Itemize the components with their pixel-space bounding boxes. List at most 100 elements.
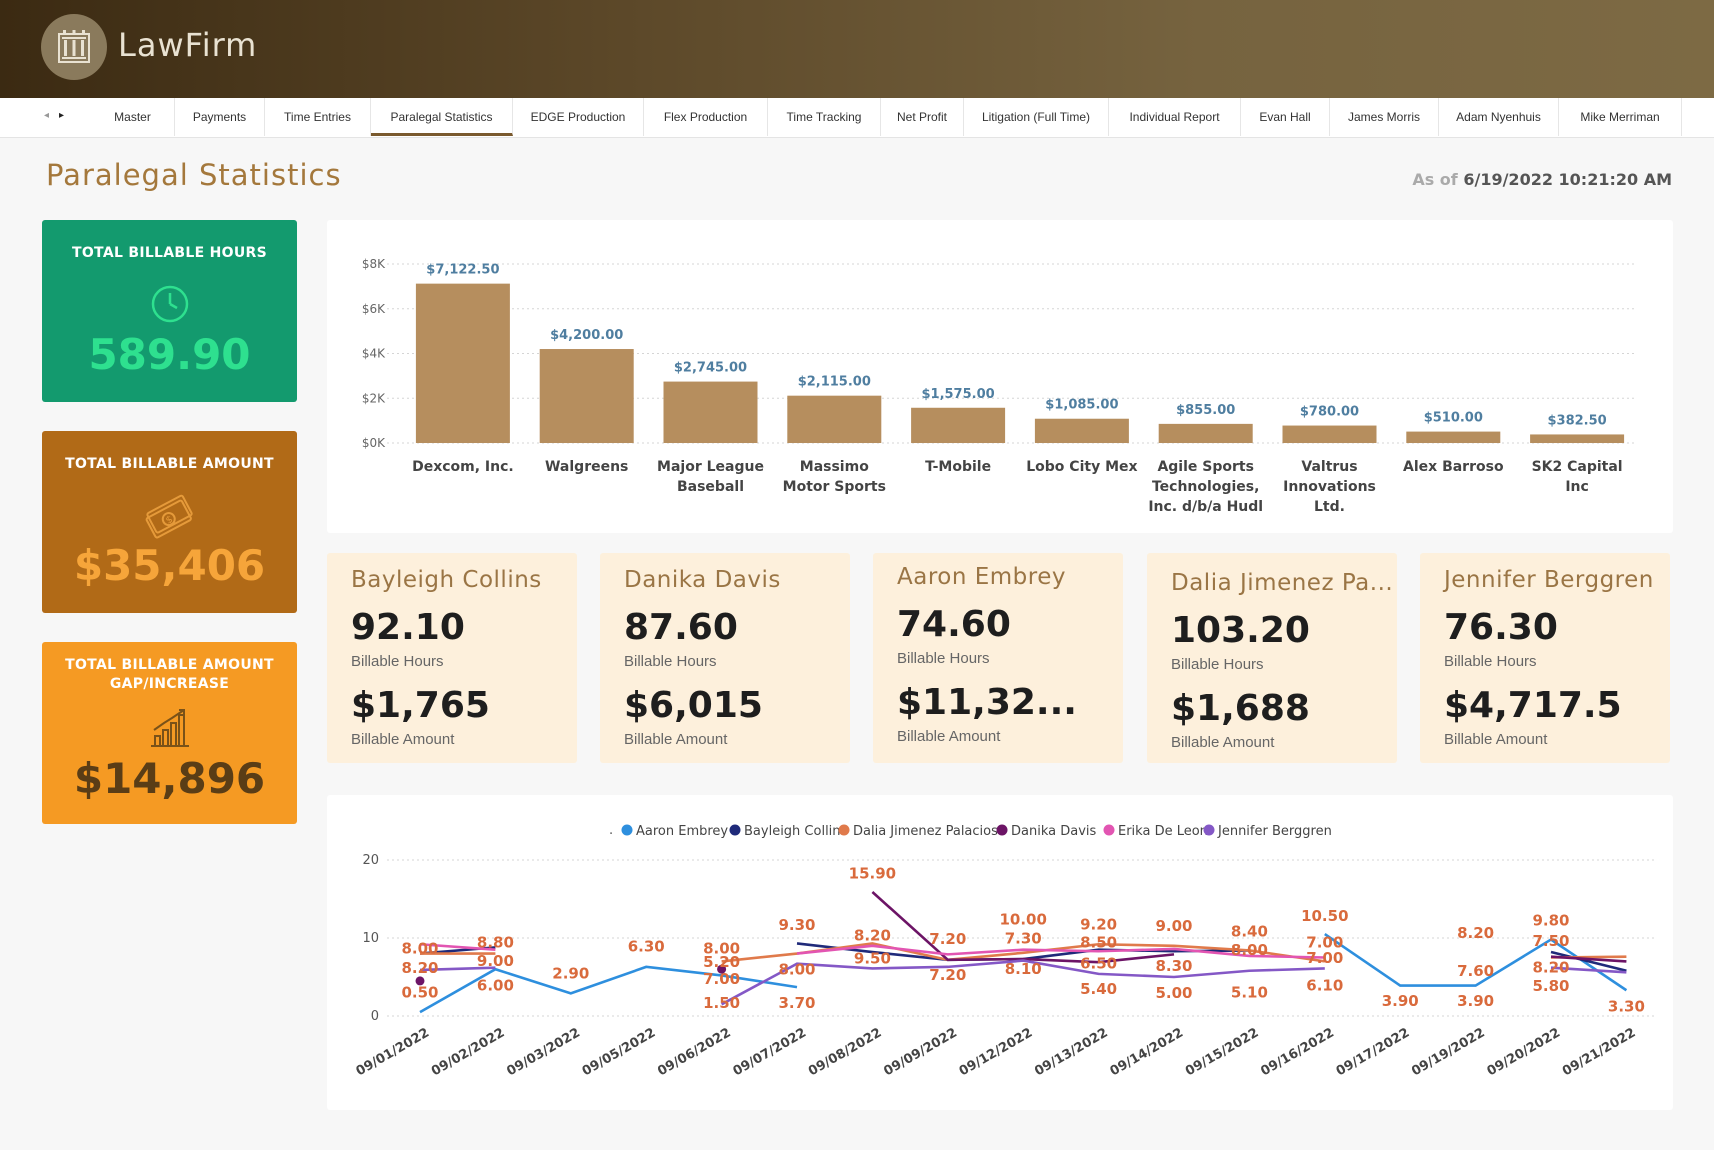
tab-time-entries[interactable]: Time Entries [265, 98, 371, 136]
line-data-label: 6.00 [477, 976, 514, 994]
bar[interactable] [539, 349, 634, 443]
paralegal-hours: 92.10 [351, 607, 465, 648]
paralegal-name: Bayleigh Collins [351, 567, 542, 593]
category-label: Technologies, [1152, 479, 1259, 495]
paralegal-name: Dalia Jimenez Pa... [1171, 570, 1394, 596]
bar[interactable] [663, 381, 758, 443]
line-data-label: 8.10 [1005, 960, 1042, 978]
x-tick-label: 09/02/2022 [429, 1025, 507, 1079]
bar[interactable] [1034, 418, 1129, 443]
line-data-label: 8.20 [1457, 924, 1494, 942]
kpi-amount-value: $35,406 [73, 541, 266, 590]
line-data-label: 7.30 [1005, 929, 1042, 947]
billable-hours-label: Billable Hours [1444, 653, 1537, 670]
client-billing-bar-chart: $0K $2K $4K $6K $8K $7,122.50 Dexcom, Inc. $4,2… [327, 220, 1673, 533]
series-line[interactable] [871, 891, 1175, 964]
category-label: Baseball [677, 479, 744, 495]
bar[interactable] [1282, 425, 1377, 443]
series-point[interactable] [717, 964, 727, 974]
line-data-label: 8.00 [703, 940, 740, 958]
line-data-label: 7.60 [1457, 962, 1494, 980]
billable-amount-label: Billable Amount [351, 731, 455, 748]
category-label: Dexcom, Inc. [412, 459, 514, 475]
svg-text:$: $ [164, 514, 175, 527]
category-label: Ltd. [1314, 499, 1345, 515]
line-data-label: 3.70 [778, 994, 815, 1012]
billable-hours-label: Billable Hours [351, 653, 444, 670]
tab-paralegal-statistics[interactable]: Paralegal Statistics [371, 98, 513, 136]
line-data-label: 15.90 [849, 865, 896, 883]
line-data-label: 6.30 [628, 937, 665, 955]
paralegal-card: Aaron Embrey 74.60 Billable Hours $11,32...… [873, 553, 1123, 763]
legend-entry[interactable]: Danika Davis [1011, 824, 1097, 839]
tab-payments[interactable]: Payments [175, 98, 265, 136]
paralegal-amount: $11,32... [897, 682, 1077, 723]
tab-mike-merriman[interactable]: Mike Merriman [1559, 98, 1682, 136]
tab-flex-production[interactable]: Flex Production [644, 98, 768, 136]
bar[interactable] [787, 395, 882, 443]
line-data-label: 9.00 [1155, 917, 1192, 935]
bar[interactable] [911, 407, 1006, 443]
billable-amount-label: Billable Amount [1171, 734, 1275, 751]
x-tick-label: 09/13/2022 [1032, 1025, 1110, 1079]
legend-entry[interactable]: Erika De Leon [1118, 824, 1208, 839]
category-label: Innovations [1283, 479, 1376, 495]
y-tick-label: $4K [362, 347, 386, 361]
category-label: Motor Sports [783, 479, 886, 495]
line-data-label: 9.20 [1080, 915, 1117, 933]
tab-master[interactable]: Master [91, 98, 175, 136]
series-line[interactable] [419, 965, 798, 1014]
line-data-label: 0.50 [401, 983, 438, 1001]
category-label: Valtrus [1301, 459, 1357, 475]
legend-dot [621, 824, 633, 836]
category-label: T-Mobile [925, 459, 991, 475]
paralegal-name: Jennifer Berggren [1444, 567, 1654, 593]
legend-entry[interactable]: Dalia Jimenez Palacios [853, 824, 998, 839]
tab-scroll-right-icon[interactable]: ▸ [59, 110, 65, 121]
bar[interactable] [415, 283, 510, 443]
line-data-label: 8.20 [854, 926, 891, 944]
legend-entry[interactable]: Jennifer Berggren [1217, 824, 1332, 839]
bar-data-label: $1,575.00 [921, 387, 994, 402]
line-data-label: 7.50 [1532, 932, 1569, 950]
tab-edge-production[interactable]: EDGE Production [513, 98, 644, 136]
tab-individual-report[interactable]: Individual Report [1109, 98, 1241, 136]
bar-data-label: $855.00 [1176, 403, 1235, 418]
bar[interactable] [1158, 423, 1253, 443]
series-line[interactable] [1550, 966, 1627, 974]
paralegal-amount: $1,688 [1171, 688, 1310, 729]
y-tick-label: $2K [362, 391, 386, 405]
tab-adam-nyenhuis[interactable]: Adam Nyenhuis [1439, 98, 1559, 136]
line-data-label: 5.00 [1155, 984, 1192, 1002]
series-line[interactable] [1550, 955, 1627, 963]
bar-data-label: $780.00 [1300, 405, 1359, 420]
daily-hours-line-chart: . Aaron Embrey Bayleigh Collins Dalia Jimen… [327, 795, 1673, 1110]
line-data-label: 9.50 [854, 950, 891, 968]
bar-data-label: $510.00 [1424, 411, 1483, 426]
kpi-gap-label-line2: GAP/INCREASE [109, 676, 230, 692]
tab-scroll-left-icon[interactable]: ◂ [44, 110, 50, 121]
tab-james-morris[interactable]: James Morris [1330, 98, 1439, 136]
tab-litigation-full-time[interactable]: Litigation (Full Time) [964, 98, 1109, 136]
line-data-label: 9.00 [477, 952, 514, 970]
billable-hours-label: Billable Hours [897, 650, 990, 667]
series-line[interactable] [1550, 950, 1627, 973]
tab-time-tracking[interactable]: Time Tracking [768, 98, 881, 136]
series-line[interactable] [419, 942, 496, 951]
series-line[interactable] [419, 966, 496, 972]
series-line[interactable] [720, 959, 1325, 1006]
legend-entry[interactable]: Aaron Embrey [636, 824, 728, 839]
series-line[interactable] [796, 944, 1325, 959]
kpi-billable-gap-increase: TOTAL BILLABLE AMOUNT GAP/INCREASE $14,8… [42, 642, 297, 824]
line-data-label: 6.10 [1306, 976, 1343, 994]
paralegal-name: Danika Davis [624, 567, 781, 593]
bar[interactable] [1530, 434, 1625, 443]
bar-chart-icon [150, 709, 189, 747]
bar-data-label: $1,085.00 [1045, 398, 1118, 413]
tab-evan-hall[interactable]: Evan Hall [1241, 98, 1330, 136]
tab-net-profit[interactable]: Net Profit [881, 98, 964, 136]
legend-entry[interactable]: Bayleigh Collins [744, 824, 848, 839]
series-point[interactable] [415, 976, 425, 986]
x-tick-label: 09/06/2022 [655, 1025, 733, 1079]
bar[interactable] [1406, 431, 1501, 443]
